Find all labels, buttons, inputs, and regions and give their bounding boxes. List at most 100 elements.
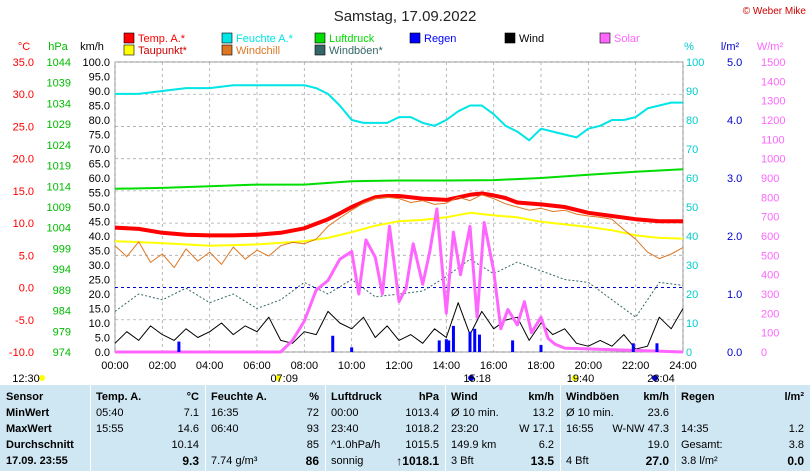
- rain-axis-tick: 3.0: [727, 173, 742, 185]
- legend-label: Regen: [424, 33, 456, 45]
- temp-axis-tick: 15.0: [13, 186, 34, 198]
- legend-label: Temp. A.*: [138, 33, 186, 45]
- solar-axis-tick: 300: [761, 289, 779, 301]
- solar-axis-tick: 1000: [761, 154, 785, 166]
- table-cell-value: 13.2: [532, 407, 554, 419]
- axis-unit-label: %: [684, 41, 694, 53]
- humidity-axis-tick: 70: [686, 144, 698, 156]
- x-tick-label: 14:00: [433, 360, 461, 372]
- table-cell-value: 3.8: [788, 439, 804, 451]
- table-cell-value: 1.2: [788, 423, 804, 435]
- table-column-unit: km/h: [528, 391, 554, 403]
- legend-swatch: [123, 44, 135, 56]
- table-cell-value: W 17.1: [519, 423, 554, 435]
- series-line: [115, 207, 684, 354]
- wind-axis-tick: 70.0: [89, 144, 110, 156]
- table-column-header: Temp. A.: [96, 391, 142, 403]
- table-column-header: Feuchte A.: [211, 391, 267, 403]
- chart-title: Samstag, 17.09.2022: [334, 8, 477, 25]
- legend-swatch: [504, 32, 516, 44]
- legend-label: Luftdruck: [329, 33, 375, 45]
- table-column-unit: km/h: [643, 391, 669, 403]
- pressure-axis-tick: 1024: [47, 140, 71, 152]
- table-column-separator: [325, 385, 326, 471]
- legend-label: Windböen*: [329, 45, 384, 57]
- pressure-axis-tick: 1009: [47, 202, 71, 214]
- wind-axis-tick: 65.0: [89, 159, 110, 171]
- temp-axis-tick: -10.0: [9, 347, 34, 359]
- solar-axis-tick: 200: [761, 308, 779, 320]
- rain-axis-tick: 2.0: [727, 231, 742, 243]
- table-cell-label: Ø 10 min.: [566, 407, 614, 419]
- table-cell-label: 06:40: [211, 423, 239, 435]
- table-cell-value: 85: [306, 439, 319, 451]
- wind-axis-tick: 60.0: [89, 173, 110, 185]
- solar-axis-tick: 100: [761, 328, 779, 340]
- legend-swatch: [221, 32, 233, 44]
- table-cell-label: 17.09. 23:55: [6, 455, 68, 467]
- table-cell-value: 93: [306, 423, 319, 435]
- pressure-axis-tick: 989: [53, 285, 71, 297]
- pressure-axis-tick: 1014: [47, 181, 71, 193]
- temp-axis-tick: -5.0: [15, 315, 34, 327]
- humidity-axis-tick: 20: [686, 289, 698, 301]
- time-marker-dot: [651, 375, 658, 381]
- x-tick-label: 06:00: [243, 360, 271, 372]
- x-tick-label: 20:00: [575, 360, 603, 372]
- humidity-axis-tick: 40: [686, 231, 698, 243]
- wind-axis-tick: 40.0: [89, 231, 110, 243]
- table-cell-label: ^1.0hPa/h: [331, 439, 381, 451]
- wind-axis-tick: 55.0: [89, 188, 110, 200]
- solar-axis-tick: 400: [761, 270, 779, 282]
- humidity-axis-tick: 30: [686, 260, 698, 272]
- weather-chart: Samstag, 17.09.2022 © Weber Mike 35.0 30.0 2…: [9, 6, 807, 385]
- series-line: [114, 168, 684, 190]
- rain-bar: [468, 331, 472, 352]
- humidity-axis-tick: 90: [686, 86, 698, 98]
- temp-axis-tick: 20.0: [13, 154, 34, 166]
- table-cell-label: 4 Bft: [566, 455, 589, 467]
- table-cell-value: 13.5: [530, 454, 554, 468]
- wind-axis-tick: 20.0: [89, 289, 110, 301]
- pressure-axis-tick: 1044: [47, 57, 71, 69]
- rain-bar: [473, 328, 477, 352]
- axis-unit-label: W/m²: [757, 41, 784, 53]
- table-cell-label: 149.9 km: [451, 439, 497, 451]
- legend-swatch: [314, 32, 326, 44]
- legend-label: Solar: [614, 33, 640, 45]
- table-column-unit: °C: [186, 391, 199, 403]
- table-column-separator: [205, 385, 206, 471]
- time-marker-dot: [275, 375, 282, 381]
- pressure-axis-tick: 1019: [47, 161, 71, 173]
- wind-axis-tick: 5.0: [95, 333, 110, 345]
- legend-label: Feuchte A.*: [236, 33, 294, 45]
- table-cell-label: 16:35: [211, 407, 239, 419]
- time-marker-label: 15:18: [463, 373, 491, 385]
- x-tick-label: 00:00: [101, 360, 129, 372]
- rain-axis-tick: 1.0: [727, 289, 742, 301]
- solar-axis-tick: 1500: [761, 57, 785, 69]
- table-cell-label: 05:40: [96, 407, 124, 419]
- table-cell-value: 14.6: [177, 423, 199, 435]
- table-cell-label: sonnig: [331, 455, 364, 467]
- rain-axis-tick: 0.0: [727, 347, 742, 359]
- table-cell-value: 9.3: [182, 454, 199, 468]
- pressure-axis-tick: 994: [53, 264, 71, 276]
- wind-axis-tick: 25.0: [89, 275, 110, 287]
- x-tick-label: 08:00: [291, 360, 319, 372]
- table-cell-label: Gesamt:: [681, 439, 723, 451]
- wind-axis-tick: 100.0: [82, 57, 110, 69]
- legend-swatch: [314, 44, 326, 56]
- legend-swatch: [599, 32, 611, 44]
- x-tick-label: 12:00: [385, 360, 413, 372]
- series-line: [115, 84, 683, 142]
- legend-label: Wind: [519, 33, 544, 45]
- solar-axis-tick: 800: [761, 192, 779, 204]
- solar-axis-tick: 600: [761, 231, 779, 243]
- pressure-axis-tick: 1034: [47, 98, 71, 110]
- table-cell-value: ↑1018.1: [396, 454, 439, 468]
- rain-bar: [177, 341, 181, 352]
- pressure-axis-tick: 974: [53, 347, 71, 359]
- x-tick-label: 10:00: [338, 360, 366, 372]
- table-cell-label: 23:40: [331, 423, 359, 435]
